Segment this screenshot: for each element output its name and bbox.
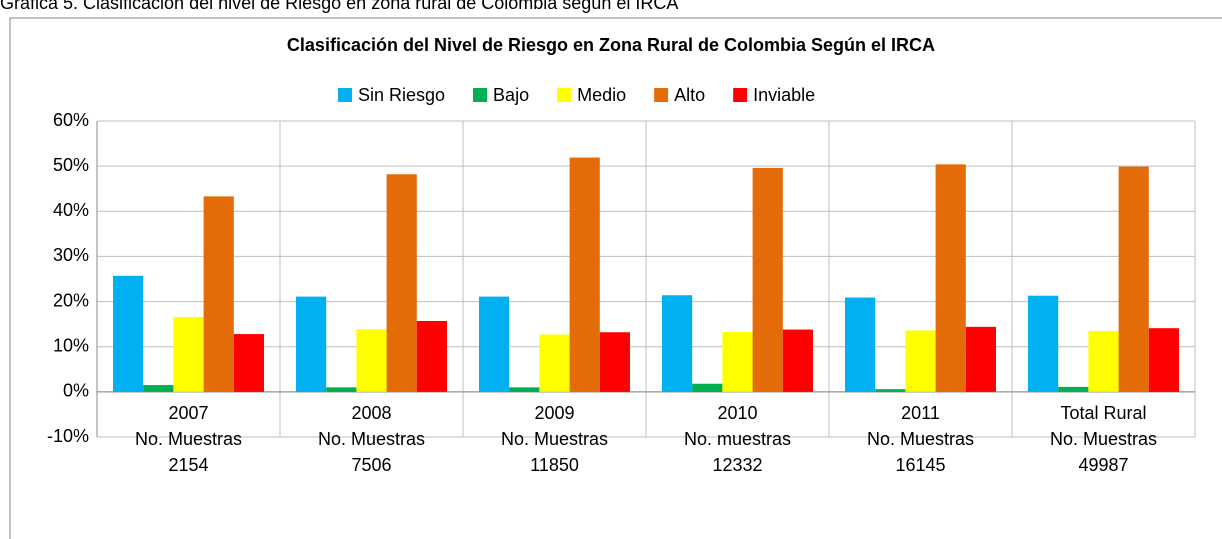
- x-tick-label: 12332: [712, 455, 762, 475]
- legend-swatch: [473, 88, 488, 102]
- bar: [1118, 166, 1149, 392]
- y-tick-label: -10%: [47, 426, 89, 446]
- bar: [782, 329, 813, 392]
- x-tick-label: No. Muestras: [867, 429, 974, 449]
- x-tick-label: 11850: [530, 455, 579, 475]
- bar: [113, 275, 144, 392]
- bar: [1028, 295, 1059, 392]
- x-tick-label: No. Muestras: [135, 429, 242, 449]
- bar: [356, 329, 387, 392]
- bar: [875, 389, 906, 392]
- legend-label: Medio: [577, 85, 626, 105]
- x-tick-label: No. Muestras: [318, 429, 425, 449]
- bar: [143, 385, 174, 392]
- legend-label: Bajo: [493, 85, 529, 105]
- x-tick-label: No. Muestras: [1050, 429, 1157, 449]
- y-tick-label: 0%: [63, 381, 89, 401]
- bar: [296, 296, 327, 392]
- bar: [203, 196, 234, 392]
- legend-swatch: [338, 88, 352, 102]
- legend-label: Alto: [674, 85, 705, 105]
- bar: [1088, 330, 1119, 392]
- bar: [1058, 386, 1089, 392]
- bar: [569, 157, 600, 392]
- x-tick-label: 2007: [168, 403, 208, 423]
- x-tick-label: 2009: [534, 403, 574, 423]
- legend-swatch: [654, 88, 669, 102]
- y-tick-label: 40%: [53, 200, 89, 220]
- x-tick-label: 2010: [717, 403, 757, 423]
- chart-title: Clasificación del Nivel de Riesgo en Zon…: [287, 35, 935, 55]
- bar: [386, 174, 417, 392]
- bar: [965, 326, 996, 392]
- x-tick-label: 16145: [895, 455, 945, 475]
- bar: [599, 332, 630, 392]
- x-tick-label: No. muestras: [684, 429, 791, 449]
- x-tick-label: 49987: [1078, 455, 1128, 475]
- legend-swatch: [557, 88, 572, 102]
- legend-label: Sin Riesgo: [358, 85, 445, 105]
- bar: [905, 330, 936, 392]
- bar: [752, 167, 783, 392]
- bar: [935, 164, 966, 392]
- x-tick-label: 2008: [351, 403, 391, 423]
- x-tick-label: Total Rural: [1060, 403, 1146, 423]
- y-tick-label: 20%: [53, 290, 89, 310]
- bar: [539, 334, 570, 392]
- legend-swatch: [733, 88, 748, 102]
- bar: [509, 387, 540, 392]
- legend-label: Inviable: [753, 85, 815, 105]
- bar: [722, 331, 753, 392]
- bar: [233, 334, 264, 392]
- x-tick-label: 2154: [168, 455, 208, 475]
- bar: [416, 320, 447, 392]
- bar: [479, 296, 510, 392]
- bar: [692, 383, 723, 392]
- caption: Gráfica 5. Clasificación del nivel de Ri…: [0, 0, 678, 13]
- y-tick-label: 50%: [53, 155, 89, 175]
- bar: [326, 387, 357, 392]
- bar: [173, 316, 204, 392]
- x-tick-label: 2011: [901, 403, 940, 423]
- y-tick-label: 10%: [53, 335, 89, 355]
- y-tick-label: 60%: [53, 110, 89, 130]
- bar: [1148, 328, 1179, 392]
- x-tick-label: No. Muestras: [501, 429, 608, 449]
- x-tick-label: 7506: [351, 455, 391, 475]
- y-tick-label: 30%: [53, 245, 89, 265]
- bar: [662, 295, 693, 392]
- bar: [845, 297, 876, 392]
